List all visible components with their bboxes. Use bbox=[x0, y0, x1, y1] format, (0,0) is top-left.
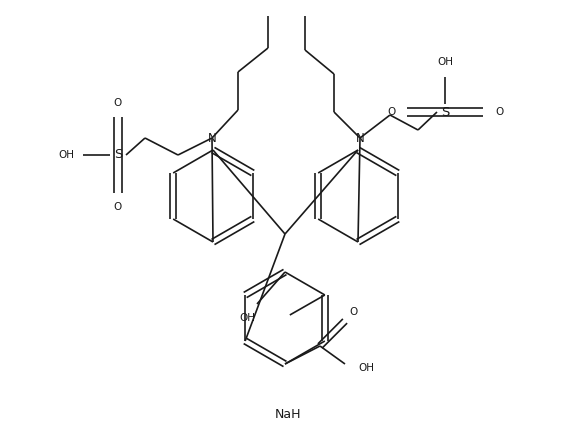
Text: S: S bbox=[114, 149, 122, 162]
Text: O: O bbox=[114, 98, 122, 108]
Text: O: O bbox=[350, 307, 358, 317]
Text: O: O bbox=[114, 202, 122, 212]
Text: N: N bbox=[207, 132, 217, 145]
Text: NaH: NaH bbox=[275, 409, 301, 422]
Text: OH: OH bbox=[358, 363, 374, 373]
Text: OH: OH bbox=[437, 57, 453, 67]
Text: S: S bbox=[441, 105, 449, 118]
Text: OH: OH bbox=[58, 150, 74, 160]
Text: OH: OH bbox=[239, 313, 255, 323]
Text: O: O bbox=[495, 107, 503, 117]
Text: N: N bbox=[355, 132, 365, 145]
Text: O: O bbox=[387, 107, 395, 117]
